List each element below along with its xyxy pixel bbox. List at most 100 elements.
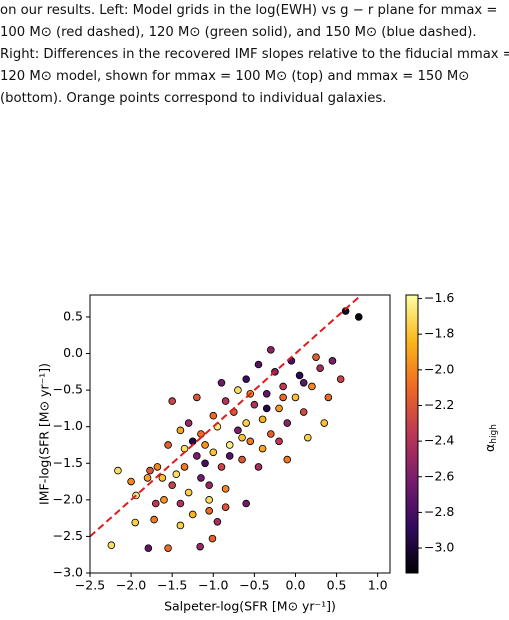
x-tick-label: 0.0 [286, 578, 306, 593]
caption-line: 100 M⊙ (red dashed), 120 M⊙ (green solid… [0, 25, 477, 40]
point [151, 499, 160, 508]
point [208, 534, 217, 543]
point [150, 515, 158, 524]
point [250, 400, 259, 409]
point [184, 419, 193, 427]
x-tick-label: −1.0 [198, 578, 228, 593]
x-tick-label: −0.5 [239, 578, 269, 593]
point [131, 518, 140, 527]
point [299, 408, 308, 416]
colorbar-tick-label: −2.6 [424, 468, 454, 483]
colorbar-tick-label: −2.0 [424, 361, 454, 376]
point [308, 382, 316, 391]
y-tick-label: 0.0 [63, 345, 83, 360]
point [107, 541, 116, 549]
point [172, 470, 181, 479]
y-tick-label: −0.5 [53, 382, 83, 397]
point [217, 378, 226, 387]
y-tick-label: −2.5 [53, 528, 83, 543]
point [188, 510, 197, 519]
colorbar-label: αhigh [482, 424, 499, 452]
point [295, 371, 304, 380]
point [275, 404, 283, 413]
reference-line [90, 295, 362, 538]
colorbar-tick-label: −2.2 [424, 397, 454, 412]
point [262, 389, 271, 398]
point [146, 466, 154, 475]
point [144, 544, 153, 552]
point [205, 507, 213, 515]
point [209, 448, 218, 457]
point [221, 503, 230, 511]
point [262, 404, 271, 413]
point [242, 499, 250, 508]
point [267, 430, 275, 438]
point [304, 433, 312, 442]
point [336, 375, 345, 383]
point [312, 353, 320, 361]
y-tick-label: −2.0 [53, 491, 83, 506]
point [225, 452, 234, 460]
colorbar [405, 294, 419, 574]
x-tick-label: −1.5 [157, 578, 187, 593]
point [254, 360, 263, 369]
colorbar-tick-label: −1.8 [424, 326, 454, 341]
caption-line: 120 M⊙ model, shown for mmax = 100 M⊙ (t… [0, 69, 470, 84]
colorbar-label-symbol: α [482, 444, 497, 452]
point [267, 346, 275, 354]
point [225, 441, 234, 449]
point [197, 474, 205, 482]
point [114, 466, 122, 475]
point [234, 426, 242, 435]
point [205, 496, 213, 504]
caption-line: (bottom). Orange points correspond to in… [0, 91, 387, 106]
point [320, 419, 329, 427]
point [279, 382, 287, 391]
caption: on our results. Left: Model grids in the… [0, 0, 509, 110]
x-tick-label: −2.5 [75, 578, 105, 593]
point [143, 474, 152, 482]
point [234, 386, 242, 394]
point [254, 463, 263, 471]
point [246, 437, 255, 446]
point [324, 393, 333, 402]
point [168, 481, 176, 490]
plot-frame [89, 294, 391, 574]
point [238, 433, 246, 442]
point [153, 463, 162, 471]
y-tick-label: 0.5 [63, 308, 83, 323]
point [180, 463, 189, 471]
point [221, 485, 230, 493]
point [299, 378, 308, 387]
point [176, 521, 185, 530]
point [193, 452, 201, 460]
point [176, 499, 185, 508]
point [242, 419, 250, 427]
point [242, 375, 250, 383]
point [176, 426, 185, 435]
point [184, 488, 193, 497]
colorbar-tick-label: −1.6 [424, 290, 454, 305]
y-tick-label: −1.5 [53, 455, 83, 470]
x-tick-label: 0.5 [327, 578, 347, 593]
point [279, 393, 287, 402]
point [201, 459, 209, 468]
caption-line: Right: Differences in the recovered IMF … [0, 47, 509, 62]
colorbar-tick-label: −2.8 [424, 504, 454, 519]
x-tick-label: 1.0 [368, 578, 388, 593]
point [238, 455, 246, 464]
y-axis-label: IMF-log(SFR [M⊙ yr⁻¹]) [37, 363, 52, 505]
point [275, 437, 283, 446]
point [168, 397, 176, 405]
y-tick-label: −3.0 [53, 565, 83, 580]
colorbar-tick-label: −2.4 [424, 433, 454, 448]
point [164, 441, 172, 449]
point [193, 393, 201, 402]
colorbar-tick-label: −3.0 [424, 540, 454, 555]
y-tick-label: −1.0 [53, 418, 83, 433]
point [258, 444, 267, 453]
point [283, 455, 292, 464]
point [205, 481, 213, 490]
